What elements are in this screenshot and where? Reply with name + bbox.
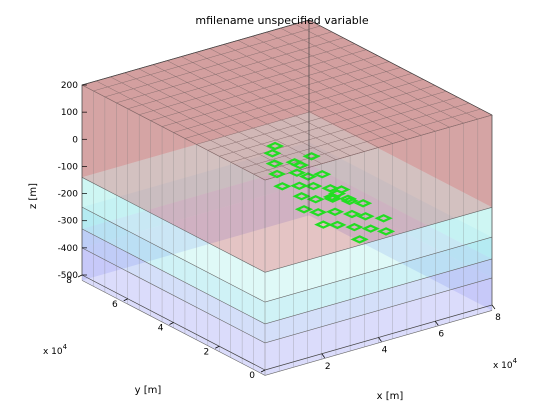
- well-marker-24: [342, 209, 362, 219]
- grid-x-16: [264, 114, 493, 181]
- x-tick-mark-0: [321, 353, 326, 358]
- grid-x-11: [207, 85, 435, 151]
- z-tick-7: -500: [58, 271, 79, 281]
- y-tick-0: 0: [249, 371, 255, 381]
- z-tick-3: -100: [58, 162, 79, 172]
- layer-boundary-3: [81, 247, 493, 344]
- well-marker-20: [325, 207, 345, 217]
- grid-y-14: [280, 27, 464, 124]
- well-marker-30: [374, 214, 393, 223]
- y-tick-mark-2: [169, 322, 174, 325]
- y-tick-3: 6: [112, 300, 118, 310]
- y-tick-mark-0: [260, 369, 266, 373]
- grid-x-14: [242, 102, 470, 169]
- y-tick-2: 4: [158, 324, 164, 334]
- well-marker-27: [353, 199, 373, 208]
- layer-faces: [81, 19, 493, 376]
- z-tick-1: 100: [61, 108, 78, 118]
- x-tick-0: 2: [325, 362, 331, 372]
- well-marker-31: [376, 227, 396, 236]
- x-tick-1: 4: [382, 346, 388, 356]
- grid-x-10: [196, 79, 424, 145]
- y-tick-mark-4: [77, 274, 83, 278]
- grid-y-13: [266, 31, 450, 128]
- well-marker-18: [321, 184, 340, 193]
- y-tick-mark-3: [123, 298, 128, 302]
- well-marker-25: [345, 222, 364, 232]
- well-marker-5: [265, 141, 285, 151]
- layer-boundary-0: [81, 177, 493, 273]
- z-tick-5: -300: [58, 217, 79, 227]
- well-marker-9: [292, 191, 311, 201]
- grid-x-9: [184, 73, 413, 139]
- well-marker-11: [290, 160, 310, 170]
- y-tick-mark-1: [215, 345, 220, 349]
- well-marker-12: [298, 172, 318, 181]
- grid-x-12: [219, 91, 447, 157]
- grid-y-9: [209, 48, 393, 144]
- x-axis-label: x [m]: [377, 391, 404, 402]
- chart-title: mfilename unspecified variable: [195, 14, 368, 27]
- x-exponent-power: 4: [513, 357, 518, 365]
- well-marker-2: [265, 159, 284, 168]
- grid-y-12: [252, 36, 436, 132]
- y-tick-4: 8: [66, 276, 72, 286]
- z-tick-2: 0: [72, 135, 78, 145]
- well-marker-28: [356, 212, 375, 221]
- layer-boundary-4: [81, 280, 493, 376]
- well-marker-16: [314, 220, 333, 229]
- y-tick-1: 2: [204, 347, 210, 357]
- x-tick-mark-3: [491, 304, 496, 310]
- well-marker-14: [306, 194, 325, 204]
- well-marker-26: [350, 235, 369, 244]
- grid-y-15: [294, 23, 478, 120]
- well-marker-7: [287, 168, 307, 177]
- y-exponent-label: x 104: [43, 343, 68, 357]
- well-marker-33: [327, 189, 347, 198]
- axis-line-3: [81, 19, 310, 86]
- x-exponent-label: x 104: [493, 357, 518, 371]
- layer-boundary-1: [81, 206, 493, 303]
- z-tick-0: 200: [61, 81, 78, 91]
- well-marker-21: [328, 220, 347, 230]
- well-marker-17: [313, 169, 332, 179]
- well-marker-0: [302, 152, 321, 161]
- x-tick-3: 8: [495, 313, 501, 323]
- layer-boundary-2: [81, 228, 493, 325]
- well-marker-34: [338, 194, 358, 204]
- well-marker-3: [267, 169, 287, 179]
- grid-y-11: [237, 40, 422, 136]
- well-marker-15: [308, 208, 328, 217]
- well-marker-4: [273, 182, 292, 191]
- tick-labels: 200 100 0 -100 -200 -300 -400 -500 2 4 6 8 0 2 4 6 8: [58, 81, 502, 381]
- y-axis-label: y [m]: [135, 385, 162, 396]
- grid-y-10: [223, 44, 407, 140]
- x-tick-mark-2: [434, 321, 439, 326]
- well-marker-1: [263, 149, 282, 158]
- axis-line-4: [308, 19, 493, 116]
- well-marker-29: [361, 224, 380, 233]
- well-marker-10: [294, 205, 314, 214]
- y-exponent-power: 4: [63, 343, 68, 351]
- x-tick-2: 6: [438, 329, 444, 339]
- x-tick-mark-1: [378, 337, 382, 342]
- grid-y-8: [195, 52, 379, 148]
- z-tick-6: -400: [58, 244, 79, 254]
- z-axis-label: z [m]: [28, 183, 39, 209]
- well-marker-8: [290, 181, 309, 191]
- z-tick-4: -200: [58, 190, 79, 200]
- well-markers: [263, 141, 396, 244]
